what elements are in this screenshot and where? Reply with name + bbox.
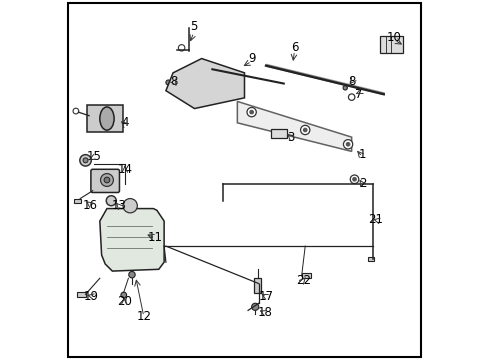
Circle shape bbox=[343, 86, 346, 90]
Circle shape bbox=[104, 177, 110, 183]
Circle shape bbox=[83, 158, 88, 163]
Circle shape bbox=[106, 196, 116, 206]
Text: 17: 17 bbox=[259, 289, 274, 303]
Bar bbox=[254, 278, 261, 293]
Text: 12: 12 bbox=[136, 310, 151, 323]
Text: 19: 19 bbox=[84, 289, 99, 303]
Circle shape bbox=[343, 140, 352, 149]
Polygon shape bbox=[100, 208, 164, 271]
Circle shape bbox=[249, 111, 253, 114]
Text: 20: 20 bbox=[117, 295, 131, 308]
Circle shape bbox=[352, 177, 356, 181]
Circle shape bbox=[300, 125, 309, 135]
Circle shape bbox=[121, 292, 126, 298]
Text: 7: 7 bbox=[354, 88, 362, 101]
Circle shape bbox=[246, 108, 256, 117]
Text: 13: 13 bbox=[111, 198, 126, 212]
Text: 6: 6 bbox=[290, 41, 298, 54]
Bar bbox=[271, 129, 287, 138]
Text: 10: 10 bbox=[386, 31, 401, 44]
Text: 21: 21 bbox=[367, 213, 383, 226]
Text: 16: 16 bbox=[82, 198, 98, 212]
Text: 2: 2 bbox=[358, 177, 366, 190]
Text: 15: 15 bbox=[86, 150, 101, 163]
Circle shape bbox=[123, 199, 137, 213]
Circle shape bbox=[167, 84, 175, 91]
Circle shape bbox=[165, 80, 171, 85]
Ellipse shape bbox=[100, 107, 114, 130]
Polygon shape bbox=[165, 59, 244, 109]
Circle shape bbox=[348, 94, 354, 100]
Circle shape bbox=[178, 45, 184, 51]
Circle shape bbox=[349, 175, 358, 184]
Text: 4: 4 bbox=[121, 116, 128, 129]
Text: 1: 1 bbox=[358, 148, 366, 162]
Bar bbox=[87, 105, 123, 132]
Text: 22: 22 bbox=[295, 274, 310, 287]
Circle shape bbox=[251, 303, 258, 310]
Bar bbox=[301, 273, 310, 278]
Bar bbox=[74, 199, 81, 203]
Circle shape bbox=[73, 108, 79, 114]
Text: 3: 3 bbox=[286, 131, 294, 144]
Text: 9: 9 bbox=[247, 52, 255, 65]
FancyBboxPatch shape bbox=[91, 169, 119, 193]
Circle shape bbox=[80, 155, 91, 166]
Text: 5: 5 bbox=[190, 20, 197, 33]
Circle shape bbox=[128, 271, 135, 278]
Text: 18: 18 bbox=[257, 306, 272, 319]
Bar bbox=[367, 257, 373, 261]
Polygon shape bbox=[237, 102, 351, 152]
Circle shape bbox=[101, 174, 113, 186]
Text: 8: 8 bbox=[170, 75, 177, 88]
Circle shape bbox=[346, 143, 349, 146]
Text: 8: 8 bbox=[347, 75, 355, 88]
Text: 11: 11 bbox=[147, 231, 163, 244]
Bar bbox=[380, 36, 403, 53]
Bar bbox=[77, 292, 85, 297]
Circle shape bbox=[303, 128, 306, 132]
Text: 14: 14 bbox=[117, 163, 132, 176]
